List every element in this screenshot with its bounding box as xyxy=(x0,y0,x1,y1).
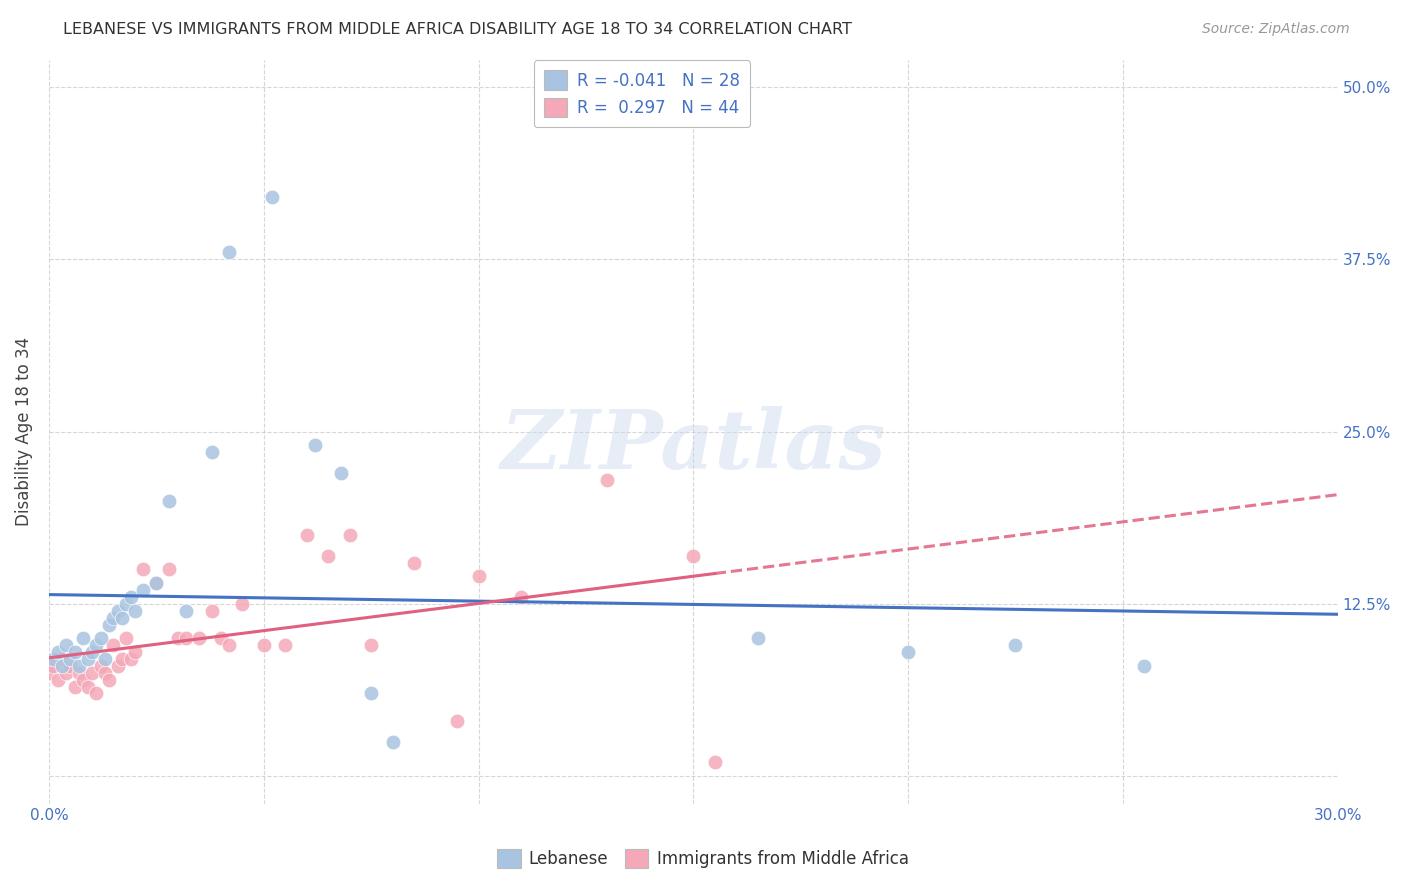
Point xyxy=(51,652,73,666)
Point xyxy=(145,576,167,591)
Point xyxy=(1133,658,1156,673)
Point xyxy=(98,617,121,632)
Point xyxy=(120,652,142,666)
Point xyxy=(42,652,65,666)
Point xyxy=(103,638,125,652)
Point xyxy=(274,638,297,652)
Text: LEBANESE VS IMMIGRANTS FROM MIDDLE AFRICA DISABILITY AGE 18 TO 34 CORRELATION CH: LEBANESE VS IMMIGRANTS FROM MIDDLE AFRIC… xyxy=(63,22,852,37)
Point xyxy=(51,658,73,673)
Point xyxy=(209,632,232,646)
Legend: Lebanese, Immigrants from Middle Africa: Lebanese, Immigrants from Middle Africa xyxy=(491,842,915,875)
Point xyxy=(404,556,426,570)
Point xyxy=(63,645,86,659)
Point xyxy=(42,658,65,673)
Point xyxy=(46,673,69,687)
Point xyxy=(94,665,117,680)
Point xyxy=(38,665,60,680)
Point xyxy=(132,582,155,597)
Point xyxy=(111,610,134,624)
Point xyxy=(107,604,129,618)
Point xyxy=(145,576,167,591)
Point xyxy=(120,590,142,604)
Point xyxy=(46,645,69,659)
Legend: R = -0.041   N = 28, R =  0.297   N = 44: R = -0.041 N = 28, R = 0.297 N = 44 xyxy=(534,61,749,128)
Point xyxy=(330,466,353,480)
Point xyxy=(747,632,769,646)
Point xyxy=(316,549,339,563)
Point xyxy=(218,245,240,260)
Point xyxy=(67,658,90,673)
Point xyxy=(446,714,468,728)
Point xyxy=(360,638,382,652)
Point xyxy=(253,638,276,652)
Point xyxy=(115,597,138,611)
Point xyxy=(897,645,920,659)
Point xyxy=(94,652,117,666)
Point xyxy=(157,493,180,508)
Point xyxy=(72,632,94,646)
Point xyxy=(381,734,404,748)
Point xyxy=(201,445,224,459)
Point xyxy=(467,569,489,583)
Point xyxy=(176,604,198,618)
Point xyxy=(218,638,240,652)
Point xyxy=(115,632,138,646)
Point xyxy=(124,604,146,618)
Point xyxy=(510,590,533,604)
Point xyxy=(166,632,188,646)
Point xyxy=(63,680,86,694)
Point xyxy=(231,597,253,611)
Point xyxy=(157,562,180,576)
Point xyxy=(80,665,103,680)
Point xyxy=(103,610,125,624)
Point xyxy=(304,438,326,452)
Point xyxy=(596,473,619,487)
Text: Source: ZipAtlas.com: Source: ZipAtlas.com xyxy=(1202,22,1350,37)
Point xyxy=(111,652,134,666)
Point xyxy=(59,652,82,666)
Point xyxy=(72,673,94,687)
Point xyxy=(201,604,224,618)
Point xyxy=(55,638,77,652)
Point xyxy=(124,645,146,659)
Point xyxy=(360,686,382,700)
Point xyxy=(295,528,318,542)
Point xyxy=(1004,638,1026,652)
Y-axis label: Disability Age 18 to 34: Disability Age 18 to 34 xyxy=(15,337,32,526)
Point xyxy=(682,549,704,563)
Point xyxy=(55,665,77,680)
Point xyxy=(339,528,361,542)
Point xyxy=(80,645,103,659)
Point xyxy=(67,665,90,680)
Point xyxy=(84,638,107,652)
Point xyxy=(84,686,107,700)
Point xyxy=(76,652,98,666)
Text: ZIPatlas: ZIPatlas xyxy=(501,407,886,486)
Point xyxy=(188,632,211,646)
Point xyxy=(132,562,155,576)
Point xyxy=(89,658,111,673)
Point xyxy=(703,756,725,770)
Point xyxy=(59,658,82,673)
Point xyxy=(89,632,111,646)
Point xyxy=(98,673,121,687)
Point xyxy=(76,680,98,694)
Point xyxy=(107,658,129,673)
Point xyxy=(262,190,284,204)
Point xyxy=(176,632,198,646)
